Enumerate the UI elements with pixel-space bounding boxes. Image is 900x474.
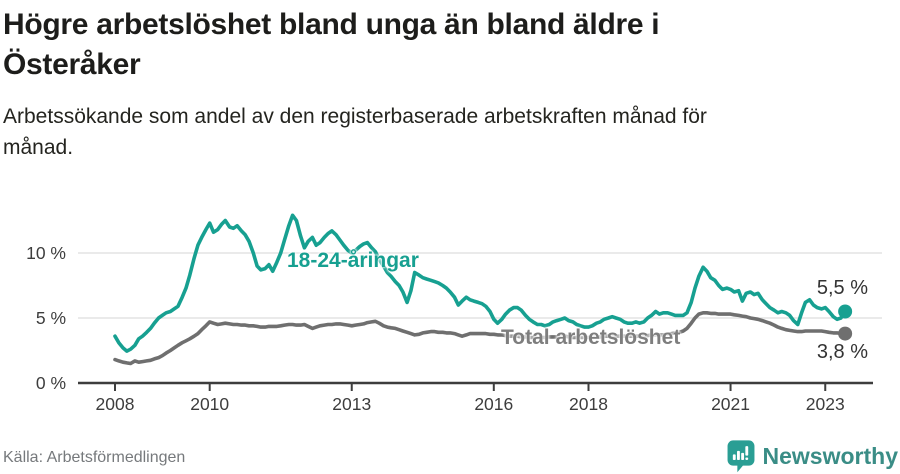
source-attribution: Källa: Arbetsförmedlingen (3, 449, 186, 466)
page-title: Högre arbetslöshet bland unga än bland ä… (3, 5, 843, 85)
series-line (113, 213, 847, 353)
x-tick-label: 2021 (711, 394, 750, 414)
newsworthy-logo[interactable]: Newsworthy (725, 440, 898, 473)
series-label-total: Total arbetslöshet (501, 326, 681, 349)
subtitle-line-1: Arbetssökande som andel av den registerb… (3, 105, 707, 128)
y-tick-label: 10 % (26, 243, 66, 263)
x-tick-label: 2010 (190, 394, 229, 414)
newsworthy-wordmark: Newsworthy (762, 443, 898, 469)
chart-subtitle: Arbetssökande som andel av den registerb… (3, 101, 883, 163)
newsworthy-speech-bubble-bar-chart-icon (727, 440, 754, 473)
series-end-dot (838, 304, 853, 319)
x-tick-label: 2018 (569, 394, 608, 414)
series-end-dot (838, 326, 853, 341)
x-tick-label: 2016 (474, 394, 513, 414)
x-tick-label: 2013 (332, 394, 371, 414)
y-tick-label: 0 % (36, 373, 66, 393)
subtitle-line-2: månad. (3, 136, 74, 159)
title-line-1: Högre arbetslöshet bland unga än bland ä… (3, 8, 660, 41)
title-line-2: Österåker (3, 48, 141, 81)
series-label-youth: 18-24-åringar (287, 249, 419, 272)
x-tick-label: 2008 (96, 394, 135, 414)
x-tick-label: 2023 (806, 394, 845, 414)
end-value-label-youth: 5,5 % (816, 277, 868, 299)
y-tick-label: 5 % (36, 308, 66, 328)
series-line (113, 310, 847, 366)
end-value-label-total: 3,8 % (816, 341, 868, 363)
